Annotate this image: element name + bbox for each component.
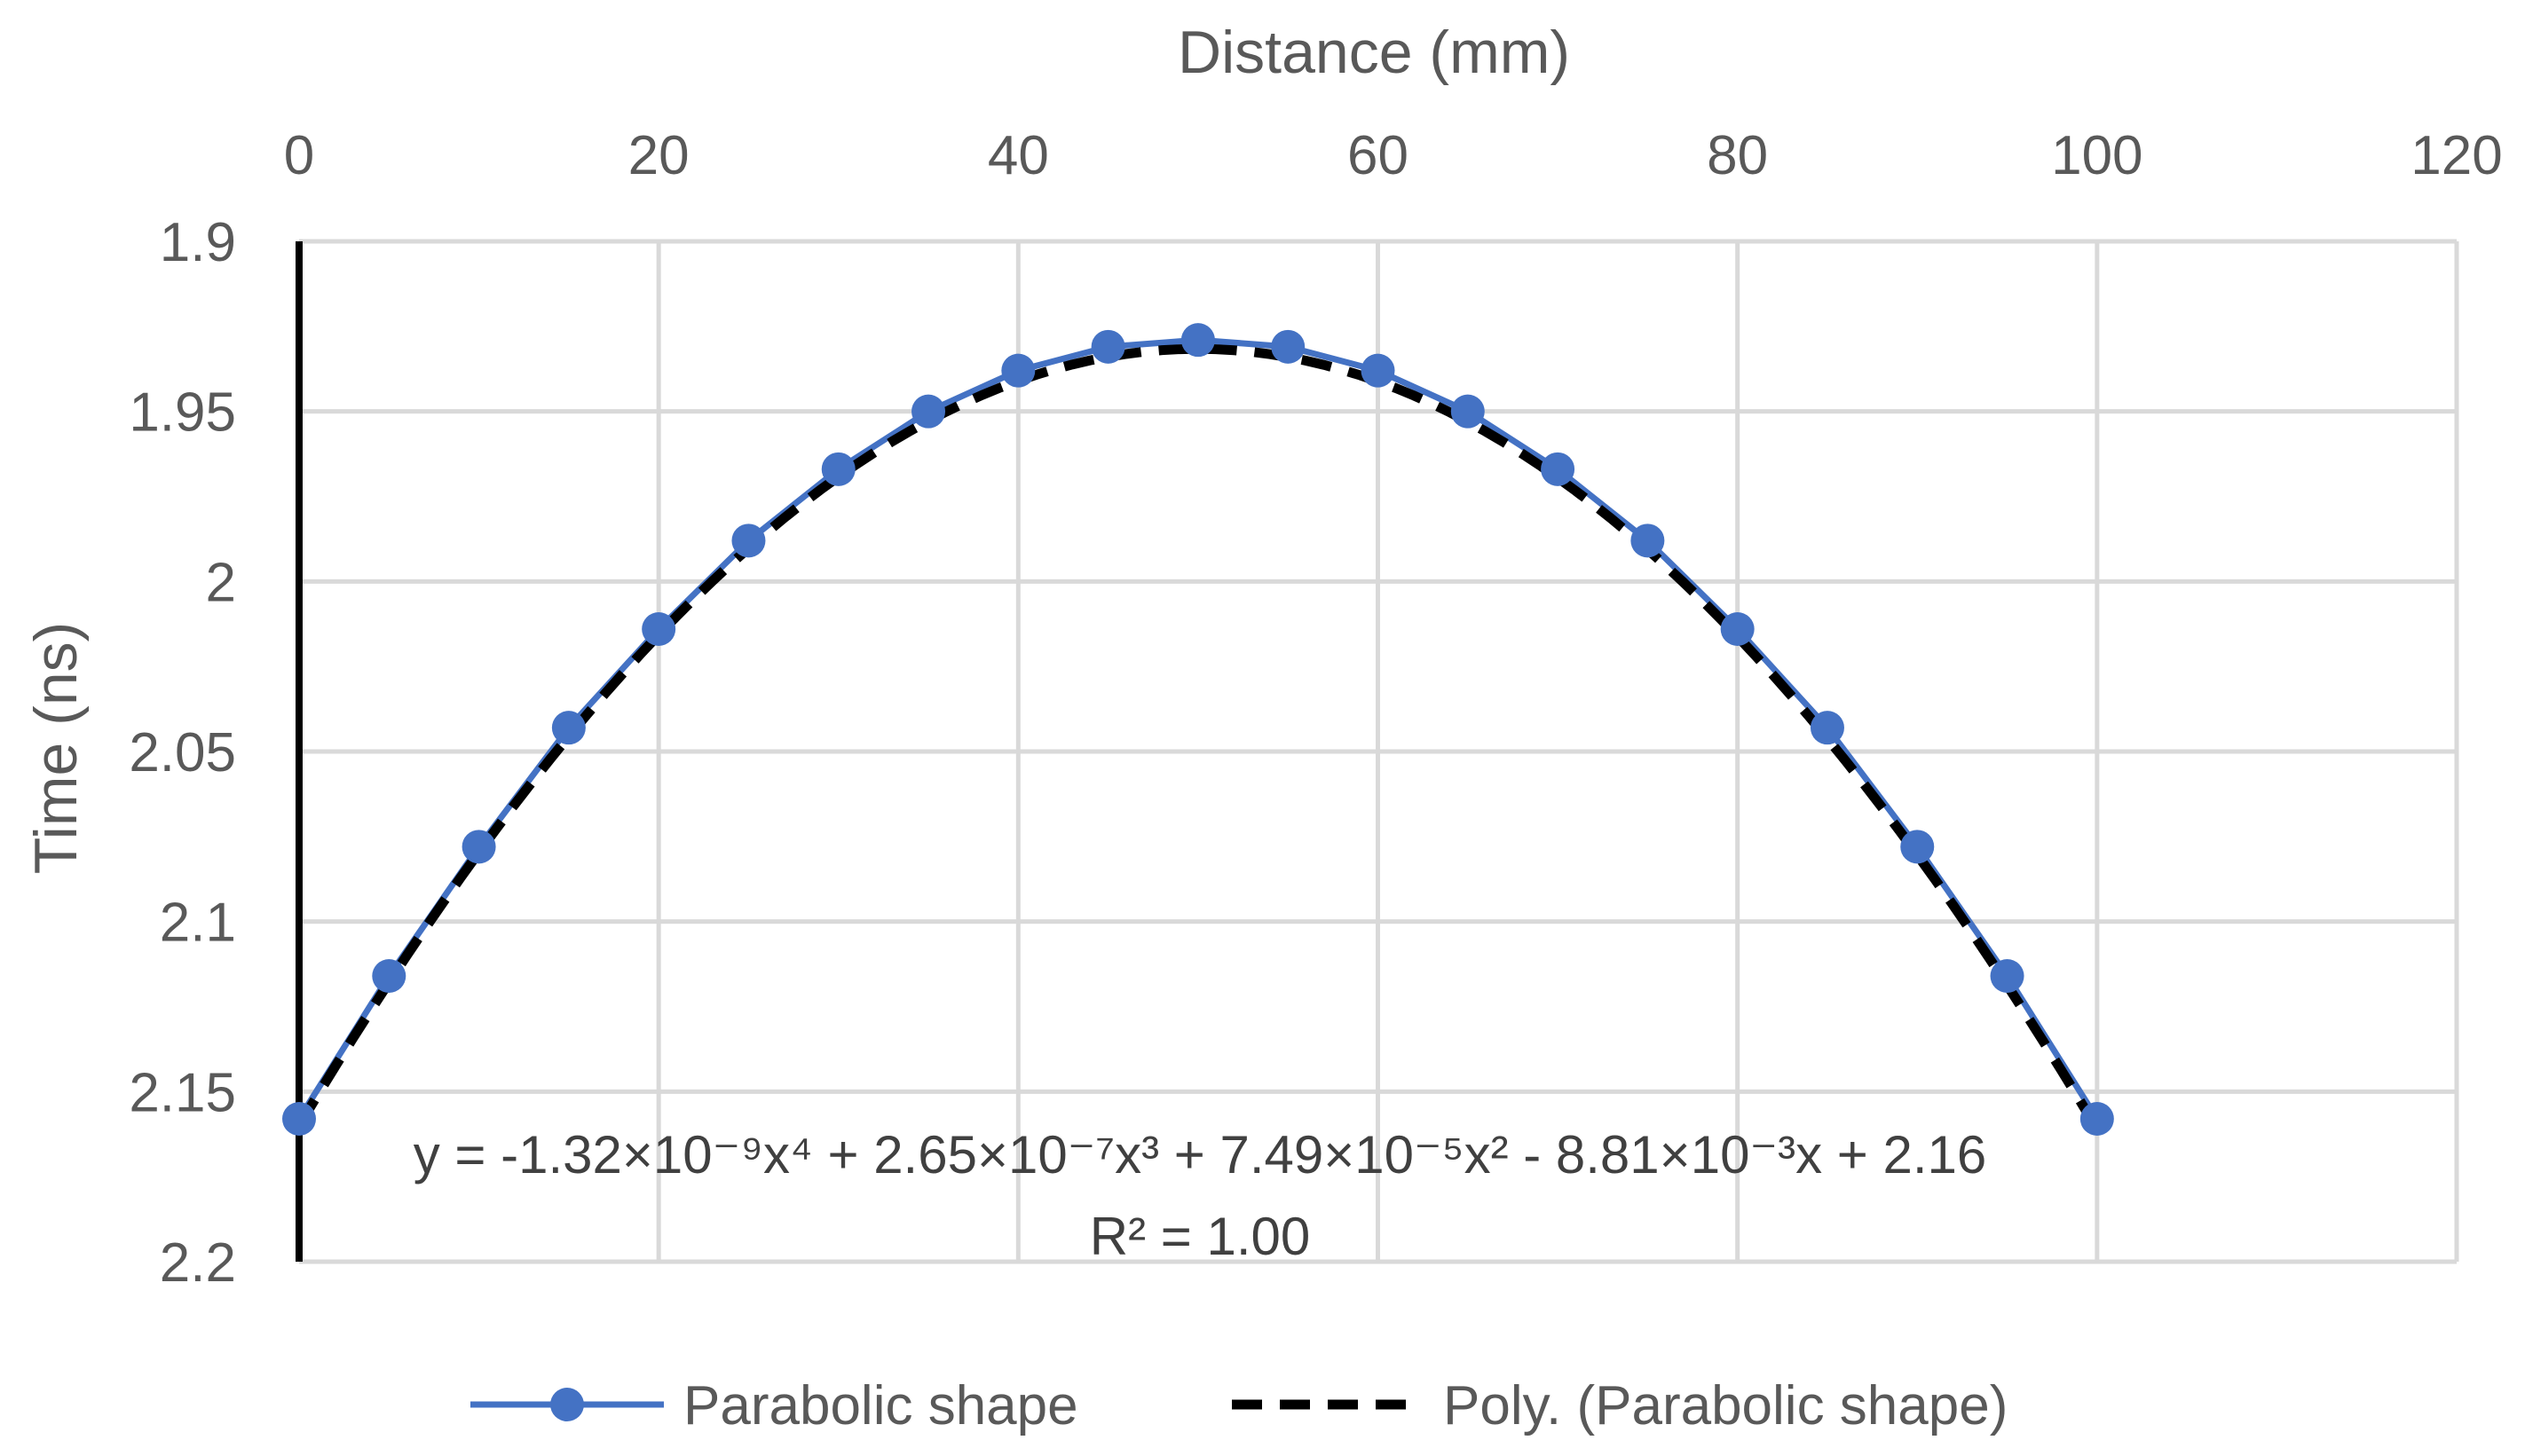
legend-marker-parabolic-shape	[550, 1388, 584, 1421]
legend-label-poly: Poly. (Parabolic shape)	[1443, 1375, 2008, 1436]
x-tick-label: 60	[1347, 125, 1408, 186]
x-tick-labels: 0 20 40 60 80 100 120	[284, 125, 2503, 186]
x-tick-label: 20	[628, 125, 690, 186]
data-point	[1450, 394, 1485, 429]
trendline-equation: y = -1.32×10⁻⁹x⁴ + 2.65×10⁻⁷x³ + 7.49×10…	[414, 1125, 1987, 1184]
data-point	[372, 959, 406, 993]
y-tick-label: 2.05	[129, 722, 236, 783]
data-point	[1810, 711, 1844, 745]
data-point	[1630, 523, 1665, 558]
x-tick-label: 120	[2411, 125, 2502, 186]
y-tick-labels: 1.9 1.95 2 2.05 2.1 2.15 2.2	[129, 212, 236, 1294]
data-point	[1361, 353, 1395, 388]
data-point	[911, 394, 946, 429]
data-point	[1001, 353, 1036, 388]
data-point	[1720, 612, 1755, 646]
legend: Parabolic shape Poly. (Parabolic shape)	[470, 1375, 2008, 1436]
x-tick-label: 100	[2051, 125, 2142, 186]
data-point	[821, 452, 856, 486]
data-point	[282, 1102, 316, 1136]
y-tick-label: 2.1	[160, 893, 236, 954]
data-point	[1990, 959, 2024, 993]
x-tick-label: 80	[1707, 125, 1768, 186]
y-tick-label: 2.2	[160, 1232, 236, 1294]
y-tick-label: 1.9	[160, 212, 236, 273]
data-point	[642, 612, 676, 646]
x-tick-label: 0	[284, 125, 314, 186]
y-tick-label: 2	[206, 552, 236, 613]
data-point	[1091, 329, 1125, 364]
data-point	[731, 523, 766, 558]
trendline-r-squared: R² = 1.00	[1090, 1207, 1310, 1266]
y-axis-title: Time (ns)	[22, 622, 90, 875]
data-point	[1900, 830, 1935, 864]
x-tick-label: 40	[988, 125, 1049, 186]
x-axis-title: Distance (mm)	[1178, 19, 1570, 86]
data-point	[462, 830, 496, 864]
data-point	[1541, 452, 1575, 486]
data-point	[551, 711, 586, 745]
y-tick-label: 1.95	[129, 382, 236, 444]
series-layer	[282, 323, 2114, 1136]
data-point	[2079, 1102, 2114, 1136]
legend-label-parabolic-shape: Parabolic shape	[683, 1375, 1078, 1436]
grid-layer	[296, 239, 2459, 1264]
data-point	[1180, 323, 1215, 358]
y-tick-label: 2.15	[129, 1062, 236, 1123]
data-point	[1271, 329, 1306, 364]
